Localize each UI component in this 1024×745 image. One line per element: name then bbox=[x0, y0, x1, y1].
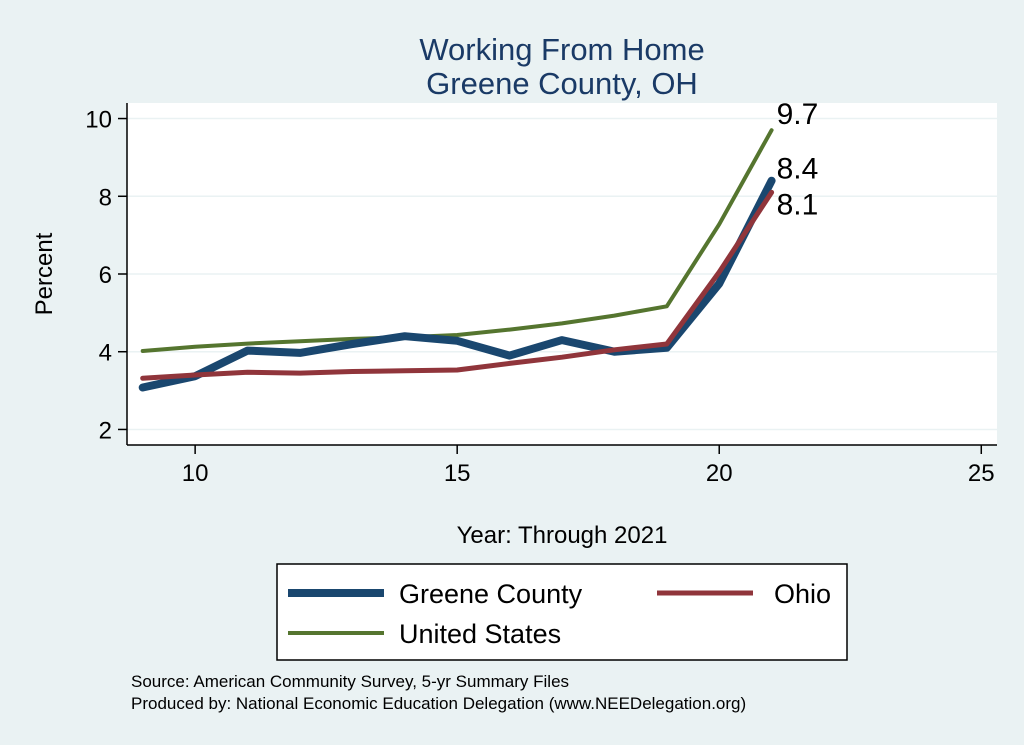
legend-label-greene-county: Greene County bbox=[399, 579, 583, 609]
x-tick-label: 20 bbox=[706, 460, 733, 487]
end-labels: 8.48.1 9.7 bbox=[777, 98, 819, 221]
y-axis-label: Percent bbox=[31, 232, 58, 315]
x-axis-label: Year: Through 2021 bbox=[457, 522, 668, 549]
source-note: Source: American Community Survey, 5-yr … bbox=[131, 672, 569, 691]
end-label-united-states: 9.7 bbox=[777, 98, 819, 131]
series-line-greene-county bbox=[138, 176, 776, 392]
y-tick-label: 4 bbox=[99, 340, 112, 367]
x-ticks: 10 15 20 25 bbox=[182, 445, 995, 487]
legend-box bbox=[276, 563, 848, 661]
legend: Greene County Ohio United States bbox=[288, 579, 831, 649]
series-line-ohio bbox=[140, 189, 775, 381]
y-ticks: 2 4 6 8 10 bbox=[85, 107, 127, 444]
y-tick-label: 2 bbox=[99, 417, 112, 444]
series-line-united-states bbox=[140, 128, 774, 353]
x-tick-label: 10 bbox=[182, 460, 209, 487]
end-label-ohio: 8.1 bbox=[777, 188, 819, 221]
legend-label-ohio: Ohio bbox=[774, 579, 831, 609]
y-tick-label: 10 bbox=[85, 107, 112, 134]
chart-title: Working From Home bbox=[419, 32, 704, 67]
x-tick-label: 15 bbox=[444, 460, 471, 487]
y-tick-label: 8 bbox=[99, 184, 112, 211]
legend-label-united-states: United States bbox=[399, 619, 561, 649]
series-lines bbox=[138, 128, 776, 392]
y-tick-label: 6 bbox=[99, 262, 112, 289]
x-tick-label: 25 bbox=[968, 460, 995, 487]
produced-by-note: Produced by: National Economic Education… bbox=[131, 694, 746, 713]
end-label-greene-county: 8.4 bbox=[777, 153, 819, 186]
chart-subtitle: Greene County, OH bbox=[426, 66, 698, 101]
